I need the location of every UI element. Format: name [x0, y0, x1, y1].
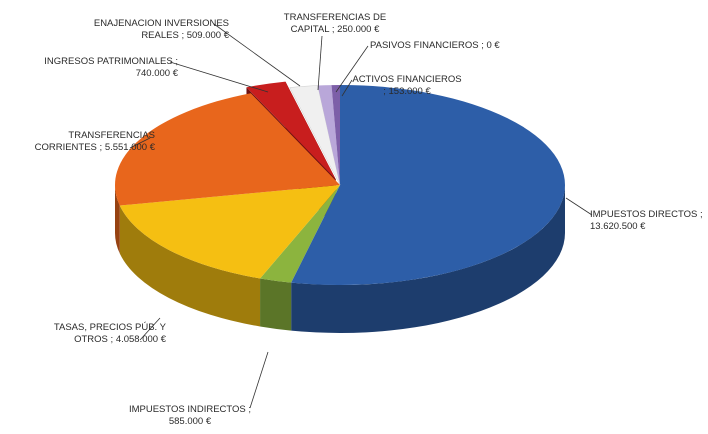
leader-line	[341, 79, 353, 97]
slice	[260, 185, 340, 283]
data-label: TRANSFERENCIAS CORRIENTES ; 5.551.000 €	[30, 130, 155, 154]
leader-line	[169, 61, 269, 93]
data-label: ENAJENACION INVERSIONES REALES ; 509.000…	[84, 18, 229, 42]
label-name: TASAS, PRECIOS PÚB. Y OTROS	[53, 322, 166, 345]
data-label: INGRESOS PATRIMONIALES ; 740.000 €	[38, 56, 178, 80]
label-separator: ;	[383, 86, 386, 97]
leader-line	[129, 137, 151, 149]
label-separator: ;	[110, 334, 114, 345]
label-name: TRANSFERENCIAS DE CAPITAL	[283, 12, 387, 35]
label-separator: ;	[331, 24, 335, 35]
data-label: IMPUESTOS DIRECTOS ; 13.620.500 €	[590, 209, 708, 233]
slice	[317, 85, 340, 185]
slice-side	[119, 205, 261, 327]
label-separator: ;	[699, 209, 703, 220]
data-label: ACTIVOS FINANCIEROS ; 153.000 €	[352, 74, 462, 98]
label-value: 5.551.000 €	[104, 142, 155, 153]
label-separator: ;	[181, 30, 185, 41]
label-name: PASIVOS FINANCIEROS	[370, 40, 479, 51]
label-separator: ;	[481, 40, 484, 51]
slice	[119, 185, 340, 279]
pie-tops	[114, 81, 565, 285]
label-name: TRANSFERENCIAS CORRIENTES	[34, 130, 155, 153]
label-value: 740.000 €	[135, 68, 178, 79]
slice-side	[115, 185, 120, 254]
leader-line	[213, 23, 301, 87]
leader-line	[565, 197, 593, 216]
label-value: 509.000 €	[186, 30, 229, 41]
label-name: IMPUESTOS INDIRECTOS	[128, 404, 246, 415]
label-value: 585.000 €	[168, 416, 212, 427]
slice	[291, 85, 565, 285]
label-name: ENAJENACION INVERSIONES REALES	[93, 18, 229, 41]
label-name: IMPUESTOS DIRECTOS	[590, 209, 698, 220]
slice	[114, 93, 340, 206]
label-value: 250.000 €	[337, 24, 380, 35]
label-name: INGRESOS PATRIMONIALES	[44, 56, 173, 67]
leader-line	[335, 45, 369, 93]
leader-line	[139, 317, 161, 341]
slice	[331, 85, 340, 185]
label-value: 153.000 €	[388, 86, 431, 97]
slice	[246, 81, 336, 180]
slice-side	[260, 278, 292, 331]
label-value: 13.620.500 €	[590, 221, 646, 232]
label-value: 0 €	[486, 40, 500, 51]
label-separator: ;	[175, 56, 178, 67]
data-label: TRANSFERENCIAS DE CAPITAL ; 250.000 €	[280, 12, 390, 36]
slice-side	[291, 185, 565, 333]
data-label: PASIVOS FINANCIEROS ; 0 €	[370, 40, 510, 52]
leader-line	[249, 351, 269, 409]
data-label: IMPUESTOS INDIRECTOS ; 585.000 €	[120, 404, 260, 428]
label-value: 4.058.000 €	[115, 334, 166, 345]
label-separator: ;	[248, 404, 252, 415]
label-name: ACTIVOS FINANCIEROS	[352, 74, 462, 85]
data-label: TASAS, PRECIOS PÚB. Y OTROS ; 4.058.000 …	[26, 322, 166, 346]
leader-line	[317, 35, 323, 91]
slice	[289, 85, 341, 186]
label-separator: ;	[99, 142, 103, 153]
